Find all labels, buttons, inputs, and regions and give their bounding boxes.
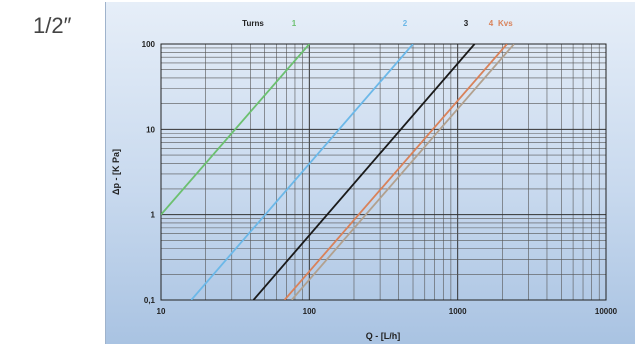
series-line-kvs (290, 44, 515, 300)
y-tick-label: 1 (151, 211, 156, 220)
series-line-2 (190, 44, 414, 300)
y-tick-label: 0,1 (144, 296, 156, 305)
chart-panel: 10 100 1000 10000 0,1 1 10 100 Q - [L/h] Δp - [… (105, 2, 635, 344)
series-line-3 (252, 44, 476, 300)
grid (160, 44, 606, 301)
x-tick-label: 1000 (449, 307, 467, 316)
legend-entry-1: 1 (292, 19, 297, 28)
pressure-drop-chart: 10 100 1000 10000 0,1 1 10 100 Q - [L/h] Δp - [… (111, 19, 618, 341)
legend-entry-4: 4 (489, 19, 494, 28)
y-tick-label: 10 (146, 125, 155, 134)
valve-size-label: 1/2″ (33, 13, 72, 38)
legend-entry-3: 3 (464, 19, 469, 28)
legend-entry-2: 2 (403, 19, 408, 28)
tick-labels: 10 100 1000 10000 0,1 1 10 100 (142, 40, 618, 316)
series-group (161, 44, 515, 300)
legend: 1 2 3 4 Kvs (292, 19, 513, 28)
x-axis-label: Q - [L/h] (366, 331, 401, 341)
series-line-4 (283, 44, 508, 300)
x-tick-label: 10000 (595, 307, 618, 316)
plot-area-border (160, 43, 607, 301)
x-tick-label: 10 (157, 307, 166, 316)
x-tick-label: 100 (303, 307, 317, 316)
y-tick-label: 100 (142, 40, 156, 49)
legend-entry-kvs: Kvs (498, 19, 513, 28)
y-axis-label: Δp - [K Pa] (111, 149, 121, 195)
series-line-1 (161, 44, 311, 216)
legend-title: Turns (242, 19, 264, 28)
